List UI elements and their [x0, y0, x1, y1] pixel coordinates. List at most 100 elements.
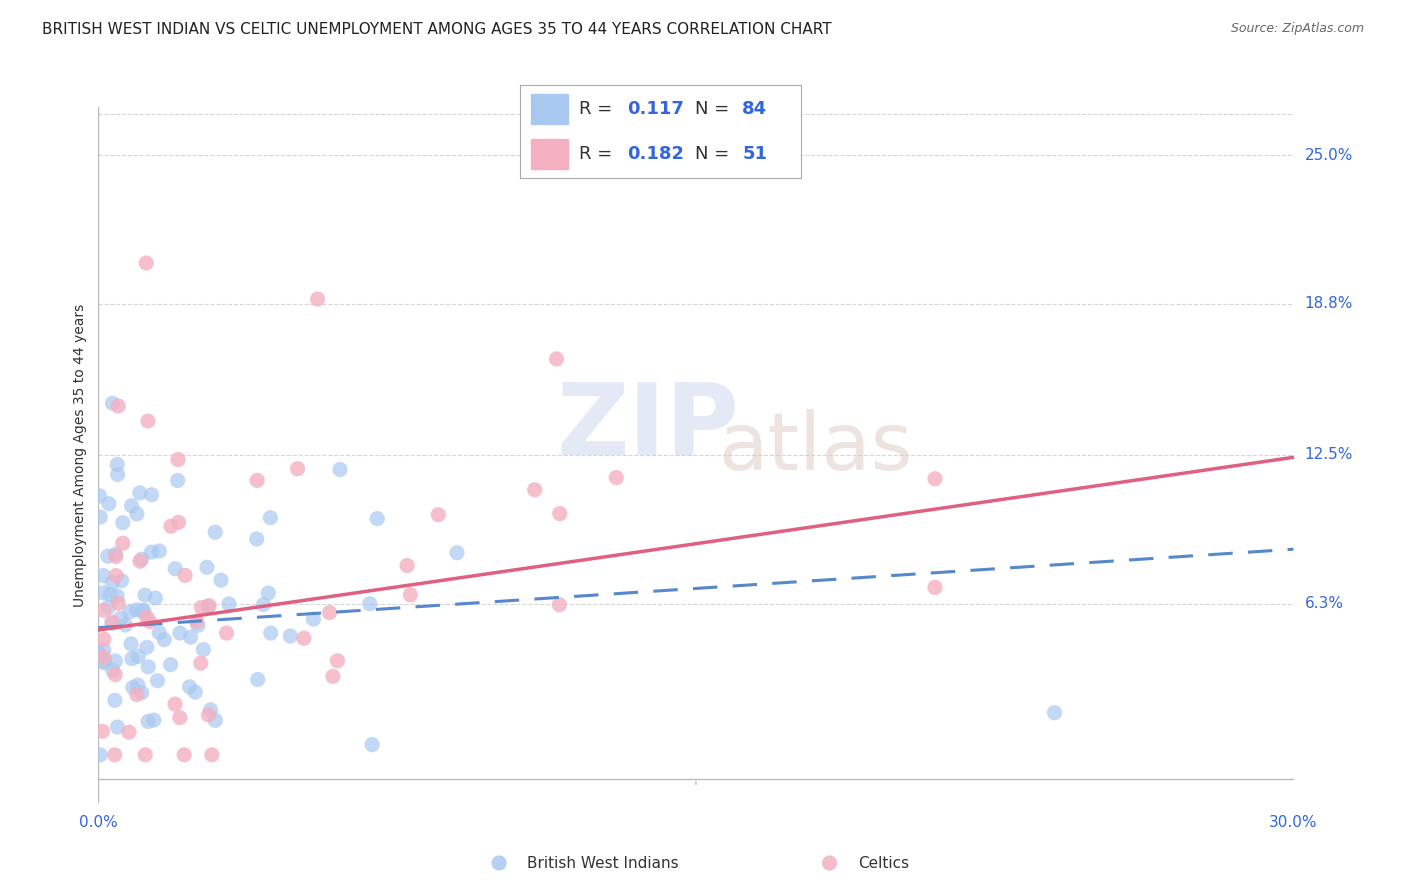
Point: [359, 597, 381, 611]
Point: [257, 586, 280, 600]
Point: [180, 630, 202, 644]
Text: 6.3%: 6.3%: [1305, 596, 1344, 611]
Point: [104, 693, 127, 707]
Point: [326, 654, 349, 668]
Point: [91, 568, 114, 582]
Point: [93, 603, 115, 617]
Text: R =: R =: [579, 145, 613, 163]
Point: [129, 554, 152, 568]
Text: British West Indians: British West Indians: [527, 855, 679, 871]
Point: [446, 546, 468, 560]
Point: [204, 525, 226, 540]
Point: [121, 681, 143, 695]
Point: [142, 713, 165, 727]
Point: [163, 697, 186, 711]
Text: Source: ZipAtlas.com: Source: ZipAtlas.com: [1230, 22, 1364, 36]
Point: [546, 351, 568, 366]
Point: [190, 656, 212, 670]
Text: 51: 51: [742, 145, 768, 163]
Point: [1043, 706, 1066, 720]
Point: [97, 600, 120, 615]
Point: [110, 574, 132, 588]
Point: [118, 725, 141, 739]
Point: [187, 618, 209, 632]
Point: [366, 511, 388, 525]
Point: [111, 516, 134, 530]
Point: [361, 738, 384, 752]
Text: N =: N =: [695, 145, 728, 163]
Point: [924, 472, 946, 486]
Point: [125, 603, 148, 617]
Point: [121, 499, 143, 513]
Point: [548, 598, 571, 612]
Point: [101, 575, 124, 590]
Text: 0.0%: 0.0%: [79, 814, 118, 830]
Point: [153, 632, 176, 647]
Point: [260, 626, 283, 640]
Point: [136, 414, 159, 428]
Point: [159, 657, 181, 672]
Point: [135, 256, 157, 270]
Point: [167, 516, 190, 530]
Point: [209, 573, 232, 587]
Point: [167, 452, 190, 467]
Point: [292, 632, 315, 646]
Point: [329, 462, 352, 476]
Point: [190, 600, 212, 615]
Point: [101, 663, 124, 677]
Point: [105, 458, 128, 472]
Point: [128, 486, 150, 500]
Point: [523, 483, 546, 497]
Point: [605, 470, 627, 484]
Point: [104, 654, 127, 668]
Point: [107, 467, 129, 482]
Point: [280, 629, 302, 643]
Point: [186, 615, 208, 629]
Point: [93, 643, 115, 657]
Point: [246, 532, 269, 546]
Point: [287, 461, 309, 475]
Text: 18.8%: 18.8%: [1305, 296, 1353, 311]
Point: [98, 587, 121, 601]
Point: [169, 711, 191, 725]
Point: [107, 399, 129, 413]
Text: 0.182: 0.182: [627, 145, 685, 163]
Point: [125, 688, 148, 702]
Point: [89, 747, 111, 762]
Point: [218, 597, 240, 611]
Point: [111, 536, 134, 550]
Point: [200, 703, 222, 717]
Point: [179, 680, 201, 694]
Point: [165, 562, 187, 576]
Point: [89, 489, 111, 503]
Point: [318, 606, 340, 620]
Point: [146, 673, 169, 688]
Point: [193, 642, 215, 657]
Point: [118, 605, 141, 619]
Point: [145, 591, 167, 606]
Point: [114, 618, 136, 632]
Point: [399, 588, 422, 602]
Text: 0.117: 0.117: [627, 100, 683, 118]
Point: [198, 599, 221, 613]
Point: [104, 547, 127, 561]
Point: [924, 581, 946, 595]
Point: [104, 568, 127, 582]
Point: [201, 747, 224, 762]
Point: [166, 474, 188, 488]
Point: [548, 507, 571, 521]
Point: [89, 510, 111, 524]
Point: [101, 616, 124, 631]
Point: [307, 292, 329, 306]
Point: [93, 632, 115, 647]
Text: 12.5%: 12.5%: [1305, 448, 1353, 462]
Point: [215, 626, 238, 640]
Point: [120, 637, 142, 651]
Point: [101, 615, 124, 629]
Point: [134, 588, 156, 602]
Point: [818, 856, 841, 871]
Point: [141, 488, 163, 502]
Point: [91, 724, 114, 739]
Point: [131, 552, 153, 566]
Point: [136, 660, 159, 674]
